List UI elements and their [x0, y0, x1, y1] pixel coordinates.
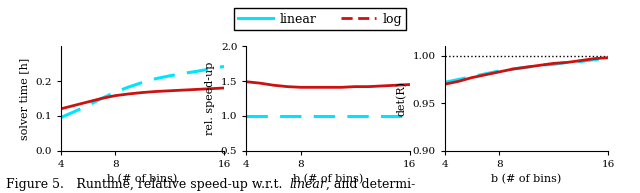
Text: , and determi-: , and determi-: [326, 178, 415, 191]
X-axis label: b (# of bins): b (# of bins): [108, 174, 177, 185]
X-axis label: b (# of bins): b (# of bins): [492, 174, 561, 185]
Y-axis label: solver time [h]: solver time [h]: [20, 57, 29, 140]
Y-axis label: rel. speed-up: rel. speed-up: [205, 62, 215, 135]
Text: linear: linear: [289, 178, 326, 191]
X-axis label: b (# of bins): b (# of bins): [293, 174, 363, 185]
Legend: linear, log: linear, log: [234, 8, 406, 30]
Text: Figure 5. Runtime, relative speed-up w.r.t.: Figure 5. Runtime, relative speed-up w.r…: [6, 178, 289, 191]
Y-axis label: det(R): det(R): [397, 81, 407, 116]
